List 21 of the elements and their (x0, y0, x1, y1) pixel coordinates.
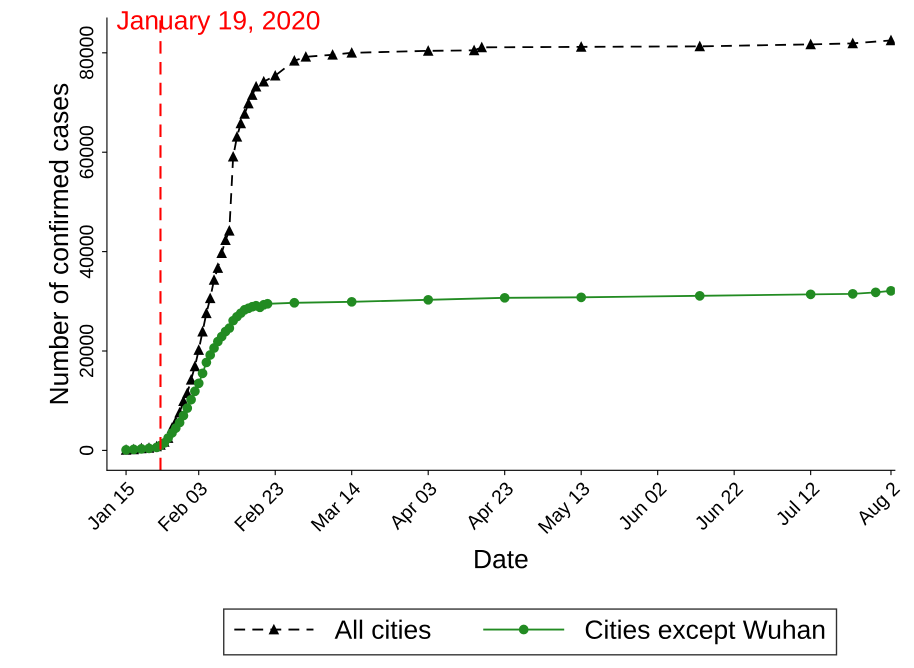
legend-label: All cities (334, 620, 430, 640)
x-tick-label: Apr 23 (464, 480, 517, 534)
x-tick-label: Jul 12 (774, 480, 820, 527)
ref-line-label: January 19, 2020 (116, 10, 320, 35)
x-tick-label: Mar 14 (310, 480, 362, 532)
x-tick-label: Aug 2 (855, 481, 904, 529)
x-axis-title: Date (475, 550, 528, 568)
x-tick-label: Feb 03 (157, 480, 208, 532)
y-tick-label: 60000 (80, 126, 94, 178)
x-tick-label: Jan 15 (86, 481, 136, 532)
x-tick-label: Apr 03 (388, 480, 440, 534)
y-tick-label: 80000 (80, 26, 94, 80)
y-tick-label: 40000 (80, 225, 94, 278)
x-tick-label: Jun 22 (693, 481, 744, 532)
legend-label: Cities except Wuhan (586, 620, 824, 644)
y-tick-label: 20000 (80, 324, 94, 378)
x-tick-label: Jun 02 (616, 481, 668, 532)
y-axis-title: Number of confirmed cases (48, 84, 68, 404)
x-tick-label: Feb 23 (234, 480, 285, 532)
y-tick-label: 0 (80, 446, 94, 456)
x-tick-label: May 13 (538, 480, 594, 537)
